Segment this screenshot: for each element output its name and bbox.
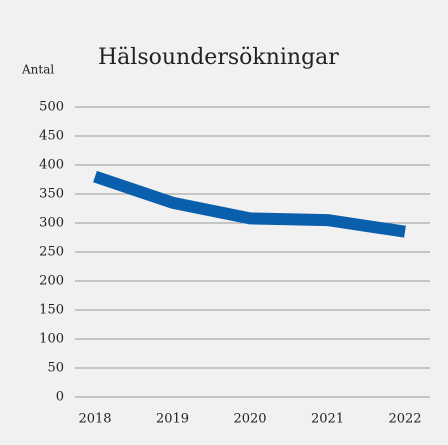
y-tick-label: 50 xyxy=(47,361,64,376)
y-tick-label: 0 xyxy=(56,390,64,405)
chart-title: Hälsoundersökningar xyxy=(98,45,339,70)
y-tick-label: 100 xyxy=(39,332,64,347)
y-tick-label: 500 xyxy=(39,100,64,115)
y-tick-label: 150 xyxy=(39,303,64,318)
y-tick-label: 250 xyxy=(39,245,64,260)
x-tick-label: 2019 xyxy=(156,412,189,427)
y-tick-label: 350 xyxy=(39,187,64,202)
y-axis-label: Antal xyxy=(21,63,54,77)
x-tick-label: 2021 xyxy=(311,412,344,427)
y-tick-label: 200 xyxy=(39,274,64,289)
x-tick-label: 2018 xyxy=(78,412,111,427)
x-tick-label: 2020 xyxy=(233,412,266,427)
x-tick-label: 2022 xyxy=(388,412,421,427)
y-tick-label: 400 xyxy=(39,158,64,173)
line-series xyxy=(93,170,406,238)
y-tick-label: 300 xyxy=(39,216,64,231)
y-tick-label: 450 xyxy=(39,129,64,144)
